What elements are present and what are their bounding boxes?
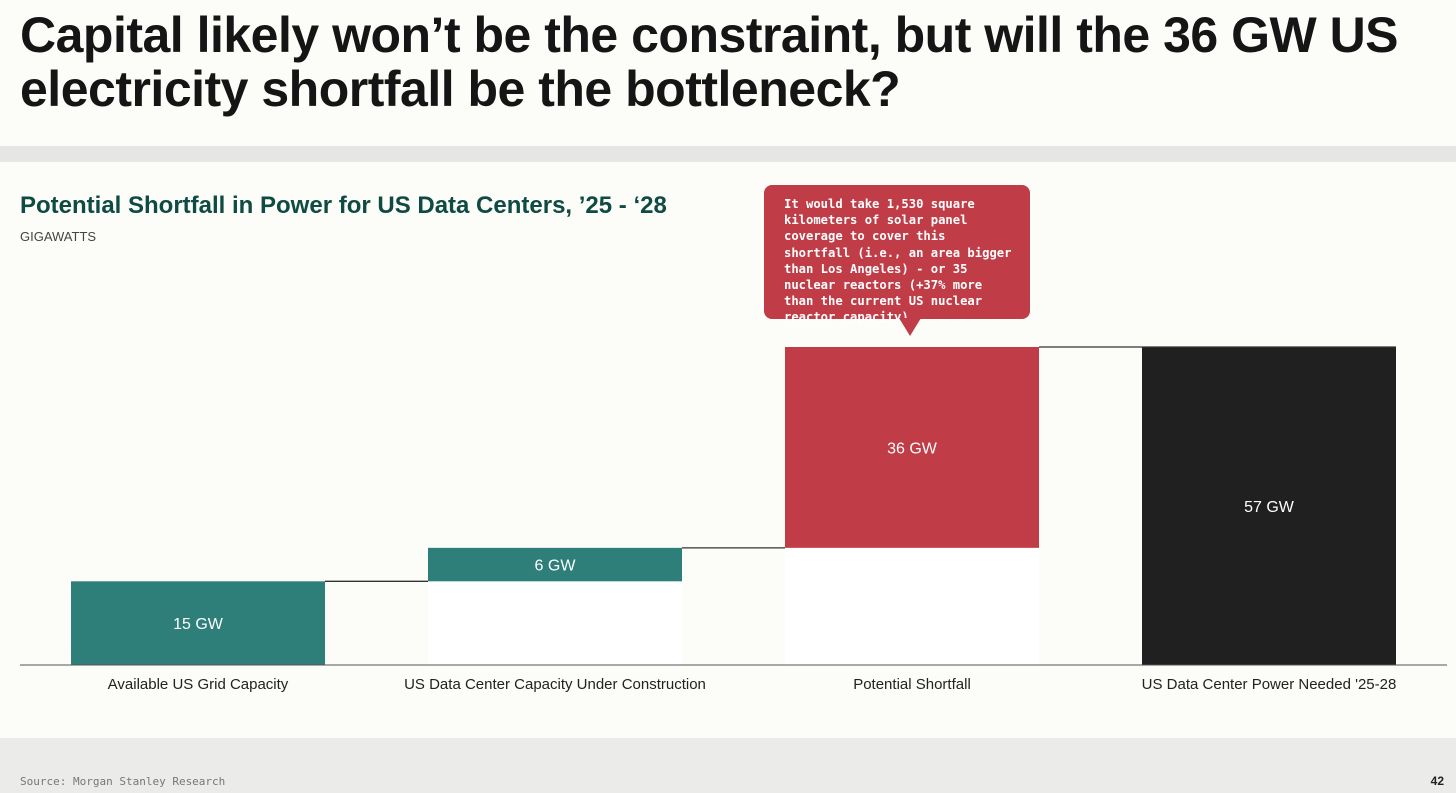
bar-2 <box>428 547 682 582</box>
bar-4 <box>1142 347 1396 665</box>
category-label: US Data Center Power Needed '25-28 <box>1142 676 1397 693</box>
chart-unit-label: GIGAWATTS <box>20 229 97 244</box>
header-divider-band <box>0 146 1456 162</box>
bar-value-label: 36 GW <box>887 440 938 457</box>
chart-title: Potential Shortfall in Power for US Data… <box>20 192 667 219</box>
bar-value-label: 6 GW <box>535 558 577 575</box>
footer-band <box>0 738 1456 793</box>
slide-title: Capital likely won’t be the constraint, … <box>20 7 1399 117</box>
shortfall-callout: It would take 1,530 square kilometers of… <box>764 185 1030 324</box>
bar-value-label: 57 GW <box>1244 499 1295 516</box>
callout-pointer <box>899 318 921 336</box>
bar-1 <box>71 581 325 665</box>
page-number: 42 <box>1430 774 1444 788</box>
category-label: Available US Grid Capacity <box>108 676 289 693</box>
source-note: Source: Morgan Stanley Research <box>20 775 226 788</box>
bar-3 <box>785 347 1039 548</box>
category-label: US Data Center Capacity Under Constructi… <box>404 676 706 693</box>
ghost-column <box>785 547 1039 665</box>
ghost-column <box>428 581 682 665</box>
category-label: Potential Shortfall <box>853 676 971 693</box>
bar-value-label: 15 GW <box>173 616 224 633</box>
